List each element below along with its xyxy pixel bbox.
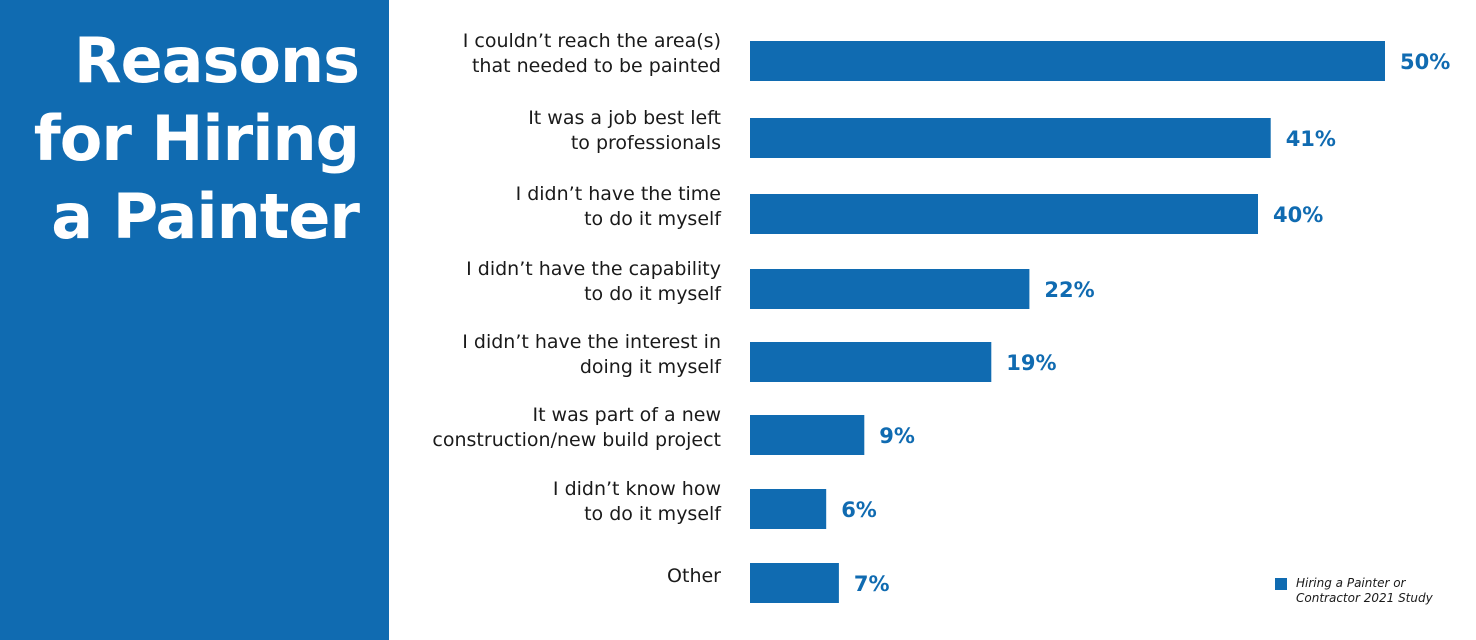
bar-7 <box>750 489 827 529</box>
category-label-5-line-2: doing it myself <box>580 356 722 378</box>
category-label-4-line-1: I didn’t have the capability <box>466 258 721 280</box>
category-label-1: I couldn’t reach the area(s) that needed … <box>463 30 721 77</box>
category-label-4: I didn’t have the capability to do it mys… <box>466 258 722 305</box>
value-label-2: 41% <box>1286 127 1336 151</box>
category-label-7: I didn’t know how to do it myself <box>553 478 722 525</box>
bar-3 <box>750 194 1258 234</box>
value-label-5: 19% <box>1006 351 1056 375</box>
category-label-7-line-1: I didn’t know how <box>553 478 721 500</box>
bar-2 <box>750 118 1271 158</box>
category-label-2: It was a job best left to professionals <box>528 107 721 154</box>
category-label-2-line-2: to professionals <box>571 132 721 154</box>
value-label-6: 9% <box>879 424 915 448</box>
value-label-4: 22% <box>1044 278 1094 302</box>
category-label-2-line-1: It was a job best left <box>528 107 721 129</box>
category-label-5: I didn’t have the interest in doing it my… <box>462 331 722 378</box>
category-label-3: I didn’t have the time to do it myself <box>516 183 723 230</box>
legend-swatch <box>1275 578 1287 590</box>
title-line-1: Reasons <box>73 24 360 97</box>
category-label-3-line-1: I didn’t have the time <box>516 183 721 205</box>
value-label-3: 40% <box>1273 203 1323 227</box>
legend: Hiring a Painter or Contractor 2021 Stud… <box>1275 576 1446 606</box>
category-label-5-line-1: I didn’t have the interest in <box>462 331 721 353</box>
category-label-1-line-1: I couldn’t reach the area(s) <box>463 30 721 52</box>
title-line-3: a Painter <box>51 180 360 253</box>
bar-5 <box>750 342 992 382</box>
category-label-6-line-1: It was part of a new <box>532 404 721 426</box>
category-label-8-line-1: Other <box>667 565 721 587</box>
value-label-7: 6% <box>841 498 877 522</box>
value-label-1: 50% <box>1400 50 1450 74</box>
chart-title: Reasons for Hiring a Painter <box>0 22 360 256</box>
bar-1 <box>750 41 1385 81</box>
bar-6 <box>750 415 865 455</box>
category-label-6: It was part of a new construction/new bui… <box>432 404 721 451</box>
category-label-6-line-2: construction/new build project <box>432 429 721 451</box>
bar-8 <box>750 563 839 603</box>
title-line-2: for Hiring <box>33 102 360 175</box>
bar-4 <box>750 269 1030 309</box>
category-label-3-line-2: to do it myself <box>584 208 722 230</box>
title-panel: Reasons for Hiring a Painter <box>0 0 389 640</box>
category-label-8: Other <box>667 565 721 587</box>
category-label-1-line-2: that needed to be painted <box>472 55 721 77</box>
legend-line-2: Contractor 2021 Study <box>1296 591 1433 605</box>
legend-label: Hiring a Painter or Contractor 2021 Stud… <box>1296 576 1446 606</box>
value-label-8: 7% <box>854 572 890 596</box>
category-label-4-line-2: to do it myself <box>584 283 722 305</box>
category-label-7-line-2: to do it myself <box>584 503 722 525</box>
legend-line-1: Hiring a Painter or <box>1296 576 1406 590</box>
